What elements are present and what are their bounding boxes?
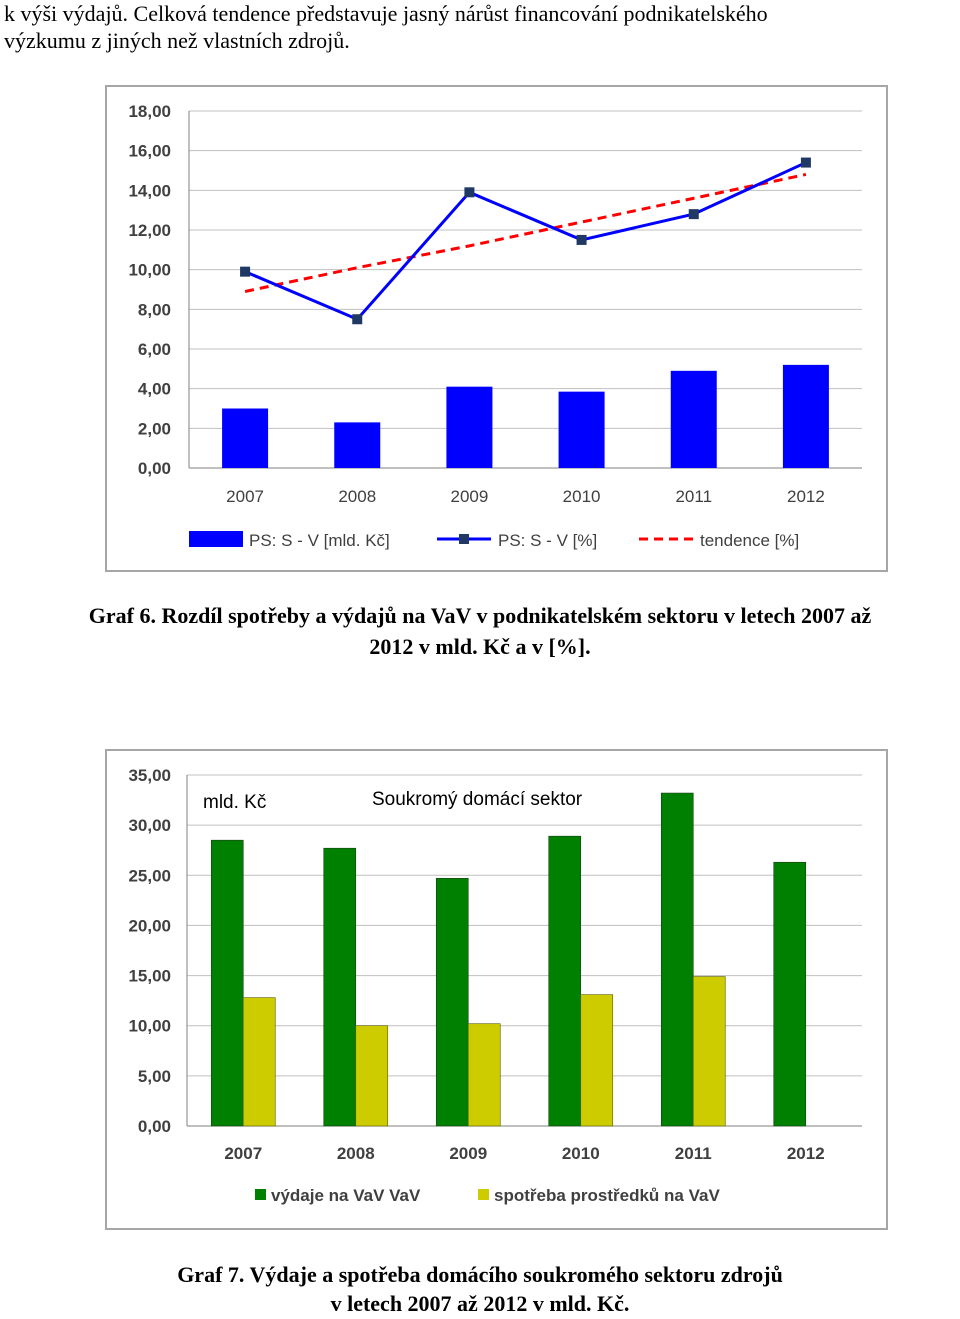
x-tick-label: 2007: [224, 1144, 262, 1163]
chart-7-frame: 0,00 5,00 10,00 15,00 20,00 25,00 30,00 35,00 20…: [105, 749, 888, 1230]
legend-label-spotreba: spotřeba prostředků na VaV: [494, 1186, 720, 1205]
legend-label-trend: tendence [%]: [700, 531, 799, 550]
chart-7-caption-line-2: v letech 2007 až 2012 v mld. Kč.: [330, 1291, 630, 1316]
chart-7: 0,00 5,00 10,00 15,00 20,00 25,00 30,00 35,00 20…: [128, 766, 862, 1205]
line-marker-2008: [352, 314, 363, 325]
y-tick-label: 6,00: [138, 340, 171, 359]
legend-label-bars: PS: S - V [mld. Kč]: [249, 531, 390, 550]
bar-spotreba-2007: [242, 997, 276, 1127]
line-marker-2007: [240, 266, 251, 277]
y-tick-label: 10,00: [128, 1017, 171, 1036]
chart-6-caption-line-2: 2012 v mld. Kč a v [%].: [369, 634, 591, 659]
y-tick-label: 25,00: [128, 866, 171, 885]
y-tick-label: 4,00: [138, 380, 171, 399]
y-tick-label: 0,00: [138, 1117, 171, 1136]
chart-6: 0,00 2,00 4,00 6,00 8,00 10,00 12,00 14,00 16,00…: [128, 102, 862, 550]
bar-2010: [558, 391, 605, 468]
x-tick-label: 2010: [562, 1144, 600, 1163]
y-tick-label: 30,00: [128, 816, 171, 835]
legend-marker-line: [459, 534, 469, 544]
chart-6-frame: 0,00 2,00 4,00 6,00 8,00 10,00 12,00 14,00 16,00…: [105, 85, 888, 572]
intro-line-2: výzkumu z jiných než vlastních zdrojů.: [4, 28, 350, 53]
unit-label: mld. Kč: [203, 792, 266, 813]
line-marker-2012: [800, 157, 811, 168]
bar-spotreba-2011: [692, 976, 726, 1127]
line-marker-2011: [688, 209, 699, 220]
intro-paragraph: k výši výdajů. Celková tendence představ…: [4, 0, 954, 54]
trendline: [244, 172, 807, 293]
bar-vydaje-2008: [323, 847, 357, 1127]
intro-line-1: k výši výdajů. Celková tendence představ…: [4, 1, 768, 26]
legend-swatch-vydaje: [255, 1189, 266, 1200]
x-tick-label: 2012: [787, 487, 825, 506]
legend-swatch-bars: [189, 531, 243, 547]
chart-7-caption-line-1: Graf 7. Výdaje a spotřeba domácího soukr…: [177, 1262, 783, 1287]
x-tick-label: 2008: [337, 1144, 375, 1163]
y-tick-label: 20,00: [128, 916, 171, 935]
bar-spotreba-2008: [355, 1025, 389, 1127]
y-tick-label: 18,00: [128, 102, 171, 121]
chart-title: Soukromý domácí sektor: [372, 789, 583, 810]
bar-vydaje-2012: [773, 861, 807, 1127]
legend-label-line: PS: S - V [%]: [498, 531, 597, 550]
x-tick-label: 2010: [563, 487, 601, 506]
y-tick-label: 10,00: [128, 261, 171, 280]
bar-vydaje-2010: [548, 835, 582, 1127]
bar-2009: [446, 386, 493, 468]
bar-spotreba-2010: [580, 994, 614, 1127]
x-tick-label: 2011: [675, 487, 712, 506]
y-tick-label: 5,00: [138, 1067, 171, 1086]
x-tick-label: 2008: [338, 487, 376, 506]
bar-vydaje-2011: [660, 792, 694, 1127]
x-tick-label: 2009: [449, 1144, 487, 1163]
line-marker-2010: [576, 234, 587, 245]
y-tick-label: 16,00: [128, 142, 171, 161]
y-tick-label: 8,00: [138, 300, 171, 319]
bar-2012: [782, 364, 829, 468]
bar-spotreba-2009: [467, 1023, 501, 1127]
line-marker-2009: [464, 187, 475, 198]
y-tick-label: 35,00: [128, 766, 171, 785]
bar-vydaje-2007: [210, 839, 244, 1127]
bar-2011: [670, 370, 717, 468]
bar-vydaje-2009: [435, 877, 469, 1127]
bar-2007: [222, 408, 269, 468]
x-tick-label: 2007: [226, 487, 264, 506]
y-tick-label: 14,00: [128, 181, 171, 200]
bar-2008: [334, 422, 381, 468]
y-tick-label: 15,00: [128, 967, 171, 986]
y-tick-label: 0,00: [138, 459, 171, 478]
legend-label-vydaje: výdaje na VaV VaV: [271, 1186, 421, 1205]
y-tick-label: 12,00: [128, 221, 171, 240]
chart-6-caption-line-1: Graf 6. Rozdíl spotřeby a výdajů na VaV …: [88, 603, 872, 628]
legend-swatch-spotreba: [478, 1189, 489, 1200]
y-tick-label: 2,00: [138, 419, 171, 438]
x-tick-label: 2011: [675, 1144, 712, 1163]
x-tick-label: 2009: [451, 487, 489, 506]
x-tick-label: 2012: [787, 1144, 825, 1163]
series-line: [244, 161, 807, 322]
